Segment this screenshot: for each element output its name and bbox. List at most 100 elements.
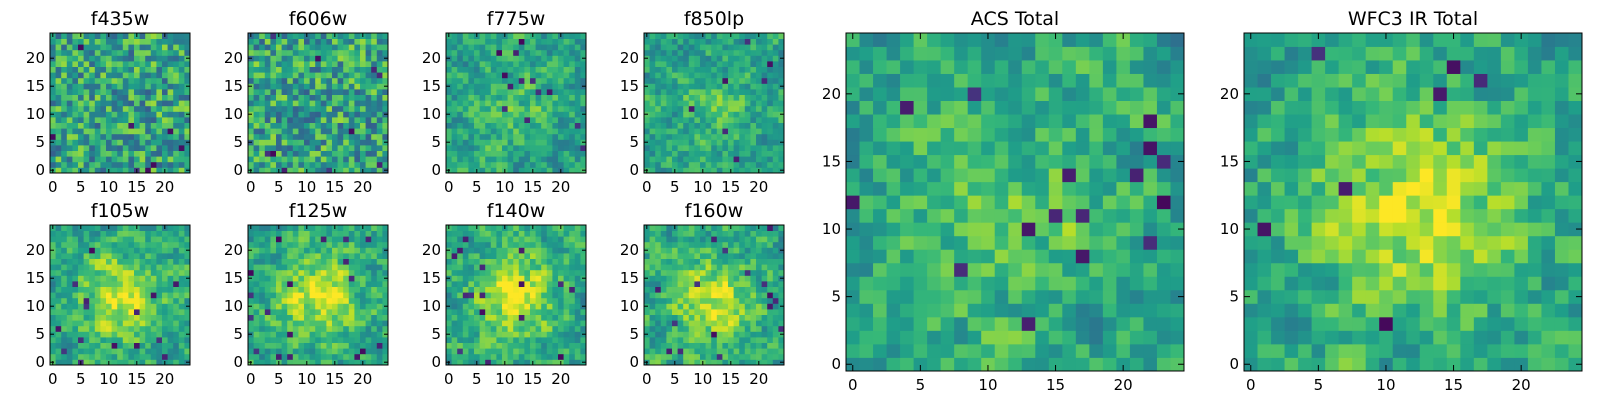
heatmap-cell (276, 139, 282, 146)
heatmap-cell (502, 281, 508, 287)
heatmap-cell (756, 286, 762, 293)
heatmap-cell (722, 94, 729, 101)
heatmap-cell (728, 314, 734, 321)
heatmap-cell (354, 241, 361, 248)
heatmap-cell (382, 150, 389, 157)
heatmap-cell (479, 264, 486, 271)
heatmap-cell (78, 236, 84, 243)
heatmap-cell (276, 236, 282, 243)
heatmap-cell (666, 33, 673, 39)
heatmap-cell (468, 161, 475, 168)
heatmap-cell (694, 325, 701, 332)
heatmap-cell (145, 122, 152, 129)
heatmap-cell (337, 150, 344, 157)
heatmap-cell (348, 348, 355, 355)
heatmap-cell (354, 337, 361, 343)
heatmap-cell (722, 89, 729, 95)
heatmap-cell (360, 303, 366, 310)
heatmap-cell (72, 314, 79, 321)
heatmap-cell (761, 331, 768, 338)
heatmap-cell (772, 117, 779, 123)
heatmap-cell (145, 337, 152, 343)
heatmap-cell (253, 320, 260, 327)
heatmap-cell (479, 275, 486, 282)
heatmap-cell (507, 161, 514, 168)
heatmap-cell (326, 161, 333, 168)
heatmap-cell (94, 303, 101, 310)
heatmap-cell (78, 133, 84, 140)
heatmap-cell (292, 269, 299, 276)
heatmap-cell (666, 286, 673, 293)
heatmap-cell (315, 230, 322, 237)
heatmap-cell (100, 105, 107, 112)
heatmap-cell (530, 331, 536, 338)
heatmap-cell (649, 89, 656, 95)
heatmap-cell (462, 325, 469, 332)
heatmap-cell (778, 286, 785, 293)
heatmap-cell (569, 94, 576, 101)
heatmap-cell (513, 55, 520, 62)
heatmap-cell (507, 230, 514, 237)
heatmap-cell (139, 359, 146, 366)
heatmap-cell (173, 122, 180, 129)
heatmap-cell (156, 61, 163, 67)
heatmap-cell (360, 320, 366, 327)
heatmap-cell (513, 258, 520, 265)
heatmap-cell (326, 133, 333, 140)
heatmap-cell (468, 275, 475, 282)
heatmap-cell (178, 236, 185, 243)
heatmap-cell (270, 167, 277, 174)
heatmap-cell (117, 111, 124, 118)
heatmap-cell (156, 38, 163, 45)
heatmap-cell (150, 292, 157, 299)
heatmap-cell (700, 55, 706, 62)
heatmap-cell (761, 94, 768, 101)
heatmap-cell (61, 89, 68, 95)
heatmap-cell (320, 49, 327, 56)
heatmap-cell (485, 264, 492, 271)
heatmap-cell (535, 258, 542, 265)
heatmap-cell (178, 297, 185, 304)
heatmap-cell (558, 105, 564, 112)
heatmap-cell (750, 359, 757, 366)
heatmap-cell (326, 247, 333, 254)
heatmap-cell (574, 83, 581, 90)
heatmap-cell (468, 286, 475, 293)
heatmap-cell (139, 77, 146, 84)
heatmap-cell (83, 139, 90, 146)
heatmap-cell (139, 236, 146, 243)
heatmap-cell (83, 247, 90, 254)
heatmap-cell (304, 49, 310, 56)
heatmap-cell (552, 133, 559, 140)
heatmap-cell (264, 264, 271, 271)
heatmap-cell (173, 253, 180, 259)
heatmap-cell (490, 353, 497, 360)
heatmap-cell (117, 139, 124, 146)
heatmap-cell (360, 145, 366, 151)
heatmap-cell (287, 161, 294, 168)
heatmap-cell (711, 150, 718, 157)
heatmap-cell (761, 117, 768, 123)
heatmap-cell (683, 89, 690, 95)
heatmap-cell (66, 139, 73, 146)
heatmap-cell (739, 66, 746, 73)
heatmap-cell (150, 105, 157, 112)
heatmap-cell (376, 264, 383, 271)
heatmap-cell (134, 94, 140, 101)
heatmap-cell (462, 225, 469, 231)
heatmap-cell (83, 77, 90, 84)
heatmap-cell (518, 83, 525, 90)
heatmap-cell (292, 320, 299, 327)
heatmap-cell (524, 161, 531, 168)
heatmap-cell (156, 314, 163, 321)
heatmap-cell (55, 156, 62, 163)
heatmap-cell (767, 292, 774, 299)
heatmap-cell (270, 117, 277, 123)
heatmap-cell (139, 100, 146, 107)
heatmap-cell (276, 297, 282, 304)
heatmap-cell (315, 253, 322, 259)
heatmap-cell (287, 292, 294, 299)
y-tick-label: 5 (35, 325, 45, 343)
heatmap-cell (761, 161, 768, 168)
heatmap-cell (348, 44, 355, 51)
